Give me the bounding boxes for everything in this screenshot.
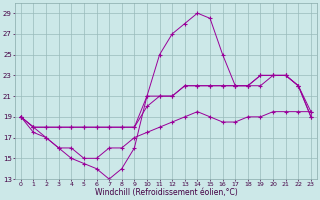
- X-axis label: Windchill (Refroidissement éolien,°C): Windchill (Refroidissement éolien,°C): [94, 188, 237, 197]
